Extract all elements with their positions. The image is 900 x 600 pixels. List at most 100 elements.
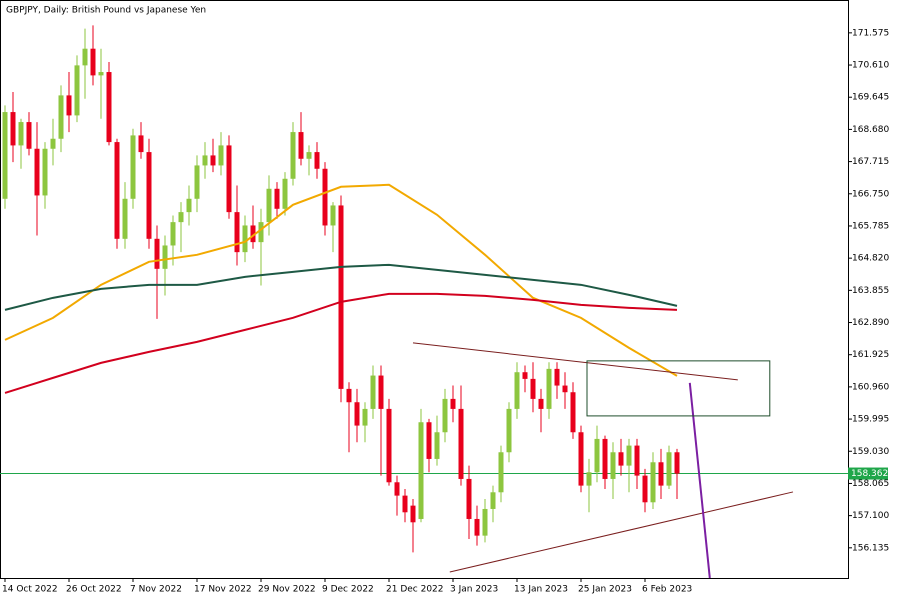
candle-body — [490, 492, 496, 509]
candle-body — [90, 48, 96, 76]
candle-body — [314, 152, 320, 169]
moving-average — [4, 263, 678, 311]
range-box — [586, 360, 771, 417]
candle-body — [538, 398, 544, 409]
candle-body — [162, 245, 168, 269]
candle-body — [378, 375, 384, 409]
candle-body — [346, 388, 352, 403]
last-price-box — [848, 467, 888, 480]
candle-body — [650, 462, 656, 503]
candle-body — [330, 205, 336, 226]
candle-body — [506, 408, 512, 453]
candle-body — [458, 408, 464, 479]
candle-body — [594, 438, 600, 473]
candle-body — [546, 368, 552, 409]
trendline — [449, 491, 794, 573]
y-tick-label: 168.680 — [852, 125, 889, 135]
candle-body — [218, 145, 224, 166]
y-tick-label: 171.575 — [852, 28, 889, 38]
x-tick-label: 25 Jan 2023 — [578, 585, 632, 595]
candle-body — [474, 518, 480, 536]
candle-body — [114, 142, 120, 239]
y-tick-label: 169.645 — [852, 93, 889, 103]
candle-body — [210, 155, 216, 166]
candle-body — [82, 48, 88, 66]
candle-body — [466, 478, 472, 519]
candle-body — [226, 145, 232, 213]
candle-body — [58, 95, 64, 139]
y-tick-label: 167.715 — [852, 157, 889, 167]
chart-title: GBPJPY, Daily: British Pound vs Japanese… — [6, 6, 206, 16]
candle-body — [194, 165, 200, 199]
candle-body — [610, 452, 616, 479]
y-tick-label: 165.785 — [852, 221, 889, 231]
y-tick-label: 170.610 — [852, 61, 889, 71]
last-price-label: 158.362 — [851, 469, 888, 479]
candle-body — [250, 225, 256, 243]
candle-body — [98, 72, 104, 76]
y-tick-label: 157.100 — [852, 511, 889, 521]
candle-body — [34, 148, 40, 196]
candle-body — [602, 438, 608, 479]
candle-body — [234, 212, 240, 253]
candle-body — [514, 372, 520, 409]
candle-body — [2, 112, 8, 199]
candle-body — [450, 398, 456, 409]
candle-body — [130, 135, 136, 199]
candle-body — [618, 452, 624, 466]
candle-body — [154, 238, 160, 269]
candle-body — [66, 95, 72, 116]
y-tick-label: 160.960 — [852, 382, 889, 392]
candle-body — [642, 475, 648, 503]
candle-body — [122, 198, 128, 239]
candle-body — [282, 178, 288, 209]
candle-body — [42, 148, 48, 196]
candle-body — [26, 122, 32, 149]
y-tick-label: 164.820 — [852, 254, 889, 264]
y-tick-label: 161.925 — [852, 350, 889, 360]
candle-body — [626, 445, 632, 466]
candle-body — [570, 392, 576, 433]
candle-body — [202, 155, 208, 166]
candle-body — [554, 368, 560, 386]
candle-body — [370, 375, 376, 409]
candle-body — [386, 408, 392, 483]
candle-body — [586, 472, 592, 486]
x-tick-label: 14 Oct 2022 — [2, 585, 58, 595]
candle-body — [10, 112, 16, 146]
x-tick-label: 7 Nov 2022 — [130, 585, 182, 595]
y-tick-label: 166.750 — [852, 189, 889, 199]
candle-body — [306, 152, 312, 159]
candle-body — [146, 152, 152, 239]
candle-body — [18, 122, 24, 146]
candle-body — [178, 212, 184, 223]
candle-body — [418, 422, 424, 519]
trendline — [688, 382, 711, 579]
candle-body — [498, 452, 504, 493]
candle-body — [138, 135, 144, 153]
candle-body — [338, 205, 344, 389]
x-tick-label: 9 Dec 2022 — [322, 585, 374, 595]
x-tick-label: 21 Dec 2022 — [386, 585, 444, 595]
moving-average — [4, 292, 678, 394]
candle-body — [266, 188, 272, 223]
moving-average — [4, 183, 678, 377]
y-tick-label: 156.135 — [852, 543, 889, 553]
candle-body — [442, 398, 448, 433]
y-tick-label: 159.995 — [852, 415, 889, 425]
candle-body — [362, 408, 368, 426]
candle-body — [562, 385, 568, 393]
x-tick-label: 6 Feb 2023 — [642, 585, 692, 595]
candle-body — [434, 432, 440, 459]
candle-body — [402, 495, 408, 513]
candle-body — [74, 65, 80, 116]
candle-body — [274, 188, 280, 209]
candle-body — [394, 482, 400, 496]
candle-body — [186, 198, 192, 213]
y-tick-label: 163.855 — [852, 286, 889, 296]
candle-body — [170, 222, 176, 246]
trendline — [412, 342, 738, 381]
candle-body — [106, 72, 112, 143]
